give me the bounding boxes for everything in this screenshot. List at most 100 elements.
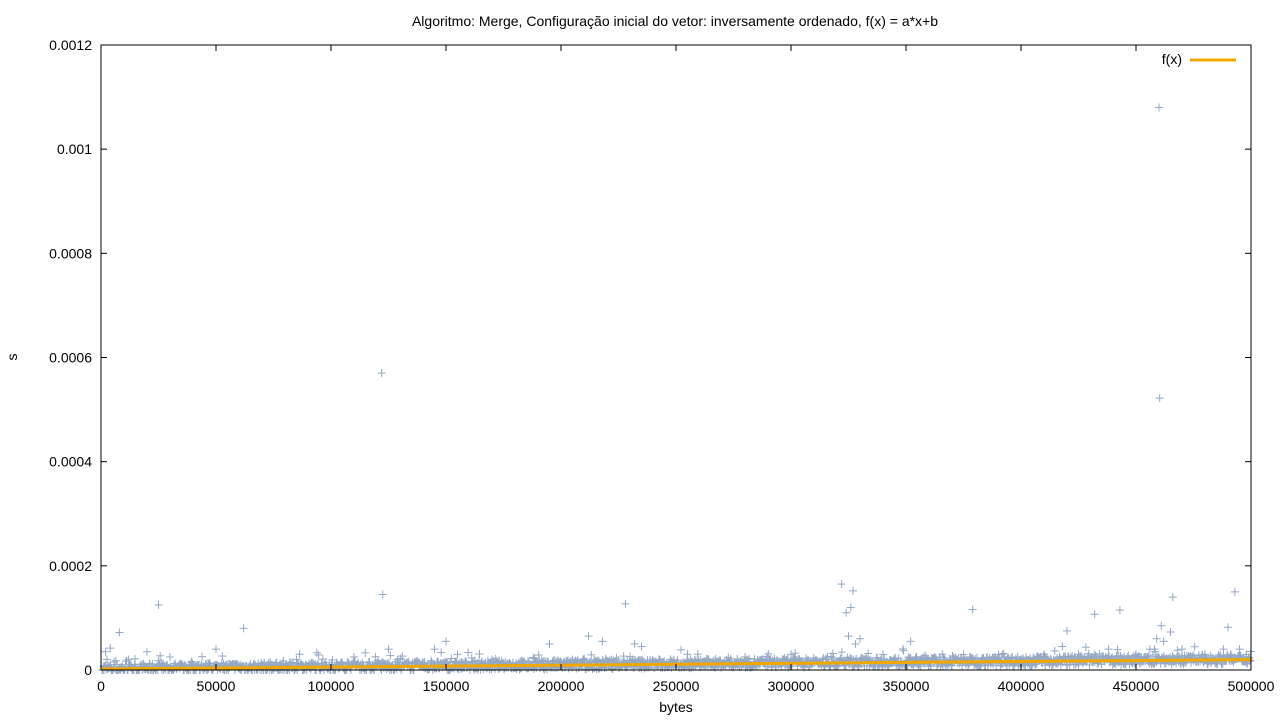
data-point xyxy=(906,637,915,646)
data-point xyxy=(587,650,596,659)
x-tick-label: 500000 xyxy=(1228,678,1275,694)
data-point xyxy=(842,608,851,617)
data-point xyxy=(1152,634,1161,643)
data-point xyxy=(218,652,227,661)
data-point xyxy=(837,648,846,657)
data-point xyxy=(1198,650,1207,659)
x-tick-label: 150000 xyxy=(423,678,470,694)
data-point xyxy=(1063,626,1071,635)
data-point xyxy=(898,644,907,653)
data-point xyxy=(621,599,630,608)
data-point xyxy=(1168,593,1177,602)
data-point xyxy=(212,645,220,654)
data-point xyxy=(131,654,140,663)
data-point xyxy=(377,369,386,378)
data-point xyxy=(1050,646,1059,655)
data-point xyxy=(598,637,607,646)
data-point xyxy=(879,650,887,659)
data-point xyxy=(452,657,461,666)
data-point xyxy=(386,651,395,660)
data-point xyxy=(1230,587,1239,596)
data-point xyxy=(453,650,462,659)
axis-ticks: 0 50000 100000 150000 200000 250000 300000 3500… xyxy=(49,37,1274,694)
data-point xyxy=(115,628,124,637)
data-point xyxy=(1081,643,1090,652)
data-point xyxy=(846,603,855,612)
data-point xyxy=(101,647,110,656)
legend-label-fx: f(x) xyxy=(1162,51,1182,67)
y-tick-label: 0.001 xyxy=(57,141,92,157)
data-point xyxy=(837,580,846,589)
data-point xyxy=(1145,645,1154,654)
data-point xyxy=(1226,650,1235,659)
data-point xyxy=(384,645,393,654)
data-point xyxy=(156,651,165,660)
data-point xyxy=(534,650,543,659)
data-point xyxy=(314,650,323,659)
data-point xyxy=(614,655,623,664)
data-point xyxy=(1113,645,1122,654)
y-tick-label: 0 xyxy=(84,662,92,678)
data-point xyxy=(271,659,280,668)
data-point xyxy=(321,658,330,667)
data-point xyxy=(1104,645,1113,654)
data-point xyxy=(288,658,297,667)
data-point xyxy=(864,649,873,658)
data-point xyxy=(1151,647,1160,656)
data-point xyxy=(1115,606,1124,615)
data-point xyxy=(361,648,370,657)
y-tick-label: 0.0008 xyxy=(49,245,92,261)
y-tick-label: 0.0006 xyxy=(49,350,92,366)
data-point xyxy=(745,654,754,663)
x-tick-label: 200000 xyxy=(538,678,585,694)
x-tick-label: 400000 xyxy=(998,678,1045,694)
data-point xyxy=(938,650,947,659)
x-tick-label: 0 xyxy=(97,678,105,694)
data-point xyxy=(106,644,115,653)
data-point xyxy=(475,650,484,659)
data-point xyxy=(198,652,207,661)
data-point xyxy=(279,656,288,665)
data-point xyxy=(148,659,157,668)
data-point xyxy=(1090,610,1099,619)
data-point xyxy=(1155,394,1164,403)
x-tick-label: 50000 xyxy=(197,678,236,694)
data-point xyxy=(1090,650,1099,659)
data-point xyxy=(239,624,248,633)
data-point xyxy=(217,658,226,667)
data-point xyxy=(1144,652,1153,661)
scatter-series xyxy=(98,103,1255,674)
y-tick-label: 0.0012 xyxy=(49,37,92,53)
x-axis-label: bytes xyxy=(659,699,692,715)
data-point xyxy=(844,632,853,641)
data-point xyxy=(630,639,639,648)
data-point xyxy=(1190,642,1199,651)
data-point xyxy=(529,653,538,662)
data-point xyxy=(1077,651,1086,660)
data-point xyxy=(1166,627,1175,636)
data-point xyxy=(1091,651,1100,660)
data-point xyxy=(166,652,174,661)
data-point xyxy=(578,655,587,664)
data-point xyxy=(1219,651,1228,660)
data-point xyxy=(437,648,446,657)
data-point xyxy=(579,656,588,665)
data-point xyxy=(899,646,908,655)
data-point xyxy=(849,586,858,595)
x-tick-label: 100000 xyxy=(308,678,355,694)
data-point xyxy=(851,639,860,648)
data-point xyxy=(378,590,387,599)
data-point xyxy=(398,652,407,661)
chart-title: Algoritmo: Merge, Configuração inicial d… xyxy=(412,13,938,29)
data-point xyxy=(1173,646,1182,655)
data-point xyxy=(637,642,646,651)
data-point xyxy=(312,648,321,657)
x-tick-label: 250000 xyxy=(653,678,700,694)
y-tick-label: 0.0004 xyxy=(49,454,92,470)
data-point xyxy=(461,657,470,666)
plot-frame xyxy=(100,44,1252,671)
x-tick-label: 350000 xyxy=(883,678,930,694)
y-tick-label: 0.0002 xyxy=(49,558,92,574)
x-tick-label: 450000 xyxy=(1113,678,1160,694)
